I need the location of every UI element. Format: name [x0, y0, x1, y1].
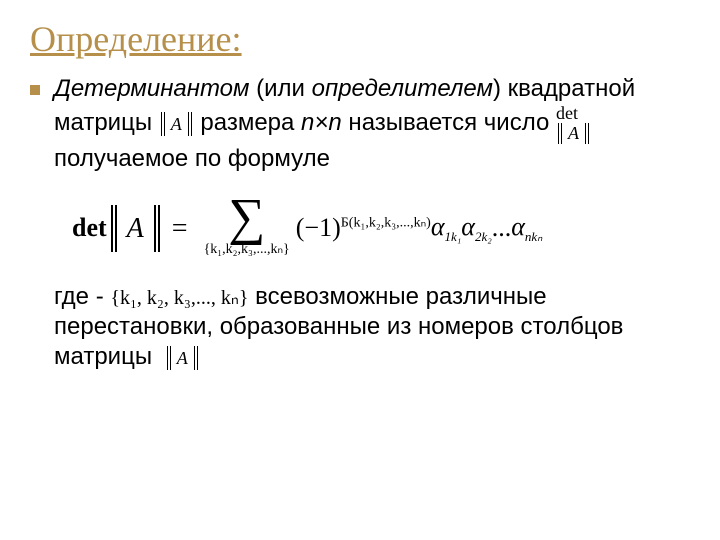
text-frag: называется число — [342, 109, 556, 136]
text-frag: где - — [54, 283, 110, 310]
text-frag: получаемое по формуле — [54, 145, 330, 172]
formula-lhs: det A — [72, 205, 162, 252]
body-text: Детерминантом (или определителем) квадра… — [54, 74, 690, 372]
dots: ... — [492, 212, 512, 245]
paragraph-2: где - {k₁, k₂, k₃,..., kₙ} всевозможные … — [54, 282, 690, 372]
summation: ∑ {k₁,k₂,k₃,...,kₙ} — [204, 198, 290, 259]
term-determinant: Детерминантом — [54, 75, 249, 102]
alpha-1: α1k₁ — [431, 211, 461, 245]
minus-one-term: (−1)Б(k₁,k₂,k₃,...,kₙ) — [296, 212, 431, 245]
det-A-inline: det A — [556, 104, 591, 144]
text-frag: (или — [249, 75, 311, 102]
sum-index: {k₁,k₂,k₃,...,kₙ} — [204, 241, 290, 259]
permutation-set: {k₁, k₂, k₃,..., kₙ} — [110, 287, 248, 309]
matrix-A-tail: A — [165, 346, 200, 371]
slide-body: Детерминантом (или определителем) квадра… — [30, 74, 690, 372]
slide-title: Определение: — [30, 18, 690, 60]
main-formula: det A = ∑ {k₁,k₂,k₃,...,kₙ} (−1)Б(k₁,k₂,… — [72, 198, 690, 259]
size-nxn: n×n — [301, 109, 342, 136]
sigma-icon: ∑ — [228, 198, 265, 237]
alpha-2: α2k₂ — [461, 211, 491, 245]
text-frag: размера — [200, 109, 301, 136]
matrix-A-inline: A — [159, 112, 194, 137]
alpha-n: αnkₙ — [511, 211, 542, 245]
bullet-icon — [30, 85, 40, 95]
equals-sign: = — [172, 211, 188, 246]
paragraph-1: Детерминантом (или определителем) квадра… — [54, 74, 690, 174]
term-opredelitel: определителем — [312, 75, 493, 102]
